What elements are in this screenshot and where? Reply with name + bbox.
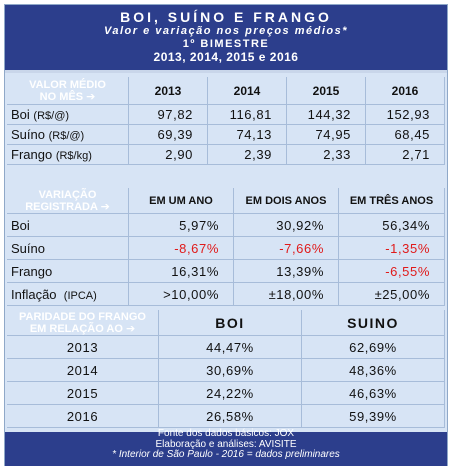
table-row: Suíno (R$/@) 69,39 74,13 74,95 68,45 xyxy=(7,125,445,145)
table-row: Suíno -8,67% -7,66% -1,35% xyxy=(7,237,445,260)
parity-label-line2: EM RELAÇÃO AO ➔ xyxy=(29,322,136,335)
value-cell: 26,58% xyxy=(159,405,302,428)
value-cell: 74,95 xyxy=(287,125,366,145)
value-cell: 5,97% xyxy=(129,214,234,237)
period-label: 1º BIMESTRE xyxy=(182,38,270,50)
row-label: Frango xyxy=(7,260,129,283)
column-header-year: 2014 xyxy=(208,77,287,105)
value-cell: 2,71 xyxy=(366,145,445,165)
value-cell: ±25,00% xyxy=(339,283,445,306)
value-cell: 68,45 xyxy=(366,125,445,145)
row-label: Frango (R$/kg) xyxy=(7,145,129,165)
average-value-label-line2: NO MÊS ➔ xyxy=(39,90,96,103)
value-cell: 56,34% xyxy=(339,214,445,237)
average-value-label-line1: VALOR MÉDIO xyxy=(29,78,106,91)
table-row: 2016 26,58% 59,39% xyxy=(7,405,445,428)
value-cell: 152,93 xyxy=(366,105,445,125)
year-cell: 2014 xyxy=(7,359,159,382)
value-cell: 2,39 xyxy=(208,145,287,165)
footnote: * Interior de São Paulo - 2016 = dados p… xyxy=(112,449,340,460)
average-value-row-header: VALOR MÉDIO NO MÊS ➔ xyxy=(7,77,129,105)
value-cell: 62,69% xyxy=(302,336,445,359)
column-header-period: EM DOIS ANOS xyxy=(234,188,339,214)
variation-table: VARIAÇÃO REGISTRADA ➔ EM UM ANO EM DOIS … xyxy=(7,188,445,306)
title-banner: BOI, SUÍNO E FRANGO Valor e variação nos… xyxy=(5,5,447,73)
table-row: Boi (R$/@) 97,82 116,81 144,32 152,93 xyxy=(7,105,445,125)
column-header-year: 2015 xyxy=(287,77,366,105)
price-table-card: BOI, SUÍNO E FRANGO Valor e variação nos… xyxy=(4,4,448,466)
value-cell: 97,82 xyxy=(129,105,208,125)
column-header-period: EM UM ANO xyxy=(129,188,234,214)
column-header-year: 2013 xyxy=(129,77,208,105)
parity-label-line1: PARIDADE DO FRANGO xyxy=(19,310,146,323)
value-cell: 24,22% xyxy=(159,382,302,405)
table-row: Boi 5,97% 30,92% 56,34% xyxy=(7,214,445,237)
year-cell: 2013 xyxy=(7,336,159,359)
negative-value-cell: -6,55% xyxy=(339,260,445,283)
parity-table: PARIDADE DO FRANGO EM RELAÇÃO AO ➔ BOI S… xyxy=(7,310,445,428)
value-cell: ±18,00% xyxy=(234,283,339,306)
row-label: Suíno (R$/@) xyxy=(7,125,129,145)
years-label: 2013, 2014, 2015 e 2016 xyxy=(153,50,299,64)
year-cell: 2016 xyxy=(7,405,159,428)
table-row: 2015 24,22% 46,63% xyxy=(7,382,445,405)
subtitle: Valor e variação nos preços médios* xyxy=(103,25,349,37)
value-cell: 30,69% xyxy=(159,359,302,382)
negative-value-cell: -8,67% xyxy=(129,237,234,260)
parity-row-header: PARIDADE DO FRANGO EM RELAÇÃO AO ➔ xyxy=(7,310,159,336)
table-row: Inflação (IPCA) >10,00% ±18,00% ±25,00% xyxy=(7,283,445,306)
value-cell: 30,92% xyxy=(234,214,339,237)
row-label: Boi xyxy=(7,214,129,237)
average-value-table: VALOR MÉDIO NO MÊS ➔ 2013 2014 2015 2016… xyxy=(7,77,445,165)
row-label: Boi (R$/@) xyxy=(7,105,129,125)
column-header-period: EM TRÊS ANOS xyxy=(339,188,445,214)
value-cell: 44,47% xyxy=(159,336,302,359)
table-row: 2013 44,47% 62,69% xyxy=(7,336,445,359)
value-cell: >10,00% xyxy=(129,283,234,306)
value-cell: 48,36% xyxy=(302,359,445,382)
column-header-suino: SUINO xyxy=(302,310,445,336)
column-header-boi: BOI xyxy=(159,310,302,336)
value-cell: 16,31% xyxy=(129,260,234,283)
negative-value-cell: -7,66% xyxy=(234,237,339,260)
year-cell: 2015 xyxy=(7,382,159,405)
value-cell: 59,39% xyxy=(302,405,445,428)
value-cell: 69,39 xyxy=(129,125,208,145)
variation-label-line2: REGISTRADA ➔ xyxy=(25,200,110,213)
value-cell: 46,63% xyxy=(302,382,445,405)
row-label: Inflação (IPCA) xyxy=(7,283,129,306)
table-row: Frango 16,31% 13,39% -6,55% xyxy=(7,260,445,283)
main-title: BOI, SUÍNO E FRANGO xyxy=(120,9,332,25)
analysis-credit: Elaboração e análises: AVISITE xyxy=(155,438,297,450)
data-source-note: Fonte dos dados básicos: JOX xyxy=(157,428,295,439)
row-label: Suíno xyxy=(7,237,129,260)
value-cell: 144,32 xyxy=(287,105,366,125)
value-cell: 74,13 xyxy=(208,125,287,145)
table-row: 2014 30,69% 48,36% xyxy=(7,359,445,382)
value-cell: 13,39% xyxy=(234,260,339,283)
value-cell: 2,33 xyxy=(287,145,366,165)
column-header-year: 2016 xyxy=(366,77,445,105)
value-cell: 116,81 xyxy=(208,105,287,125)
negative-value-cell: -1,35% xyxy=(339,237,445,260)
table-row: Frango (R$/kg) 2,90 2,39 2,33 2,71 xyxy=(7,145,445,165)
variation-label-line1: VARIAÇÃO xyxy=(38,188,97,201)
footer-banner: Fonte dos dados básicos: JOX Elaboração … xyxy=(5,428,447,466)
variation-row-header: VARIAÇÃO REGISTRADA ➔ xyxy=(7,188,129,214)
value-cell: 2,90 xyxy=(129,145,208,165)
